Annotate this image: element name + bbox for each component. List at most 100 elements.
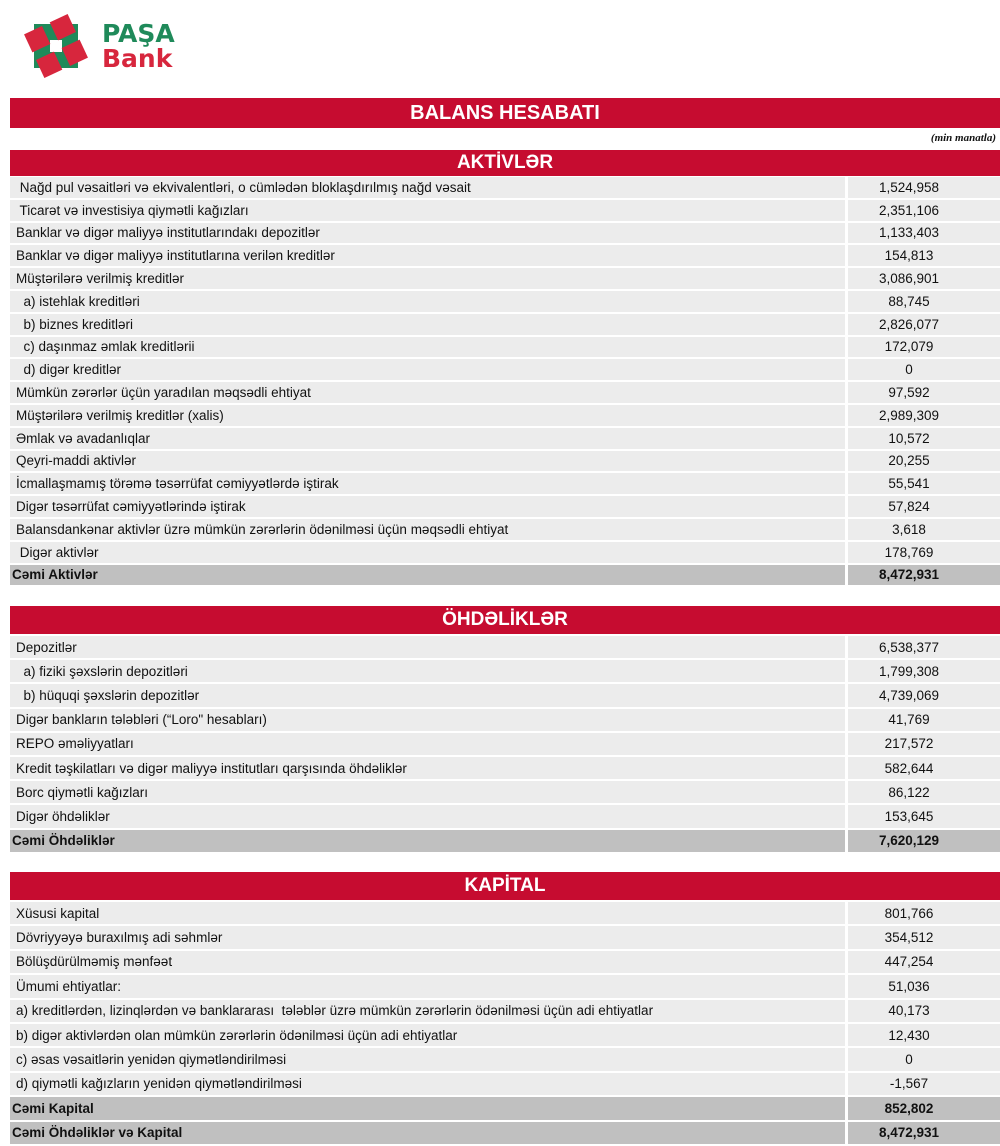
row-value: 2,826,077 <box>848 313 1000 335</box>
table-row: Depozitlər 6,538,377 <box>10 636 1000 661</box>
table-row: Əmlak və avadanlıqlar 10,572 <box>10 427 1000 451</box>
row-label-text: b) digər aktivlərdən olan mümkün zərərlə… <box>16 1027 458 1043</box>
table-row: d) qiymətli kağızların yenidən qiymətlən… <box>10 1072 1000 1098</box>
row-label: Balansdankənar aktivlər üzrə mümkün zərə… <box>10 518 845 540</box>
row-label-text: Qeyri-maddi aktivlər <box>16 453 137 469</box>
row-label-text: Digər təsərrüfat cəmiyyətlərində iştirak <box>16 499 246 515</box>
row-value: 447,254 <box>848 950 1000 974</box>
row-label-text: Mümkün zərərlər üçün yaradılan məqsədli … <box>16 385 311 401</box>
row-label: REPO əməliyyatları <box>10 732 845 755</box>
row-value: 97,592 <box>848 382 1000 403</box>
row-label: b) biznes kreditləri <box>10 313 845 335</box>
row-label: Ticarət və investisiya qiymətli kağızlar… <box>10 199 845 221</box>
row-label-text: Digər aktivlər <box>16 544 99 560</box>
table-row: Qeyri-maddi aktivlər 20,255 <box>10 450 1000 474</box>
table-row: c) əsas vəsaitlərin yenidən qiymətləndir… <box>10 1048 1000 1073</box>
pasha-bank-logo: PAŞA Bank <box>20 10 175 82</box>
row-label-text: Kredit təşkilatları və digər maliyyə ins… <box>16 760 407 776</box>
row-value: 4,739,069 <box>848 684 1000 707</box>
row-label-text: a) kreditlərdən, lizinqlərdən və banklar… <box>16 1003 654 1019</box>
row-label: Banklar və digər maliyyə institutlarında… <box>10 222 845 244</box>
row-value: 10,572 <box>848 427 1000 449</box>
table-row: d) digər kreditlər 0 <box>10 359 1000 383</box>
row-label: a) fiziki şəxslərin depozitləri <box>10 660 845 683</box>
row-label-text: Müştərilərə verilmiş kreditlər (xalis) <box>16 407 224 423</box>
row-label: Dövriyyəyə buraxılmış adi səhmlər <box>10 926 845 949</box>
row-label-text: b) hüquqi şəxslərin depozitlər <box>16 687 200 703</box>
row-label: Cəmi Aktivlər <box>10 564 845 586</box>
row-value: 582,644 <box>848 756 1000 780</box>
row-label-text: Müştərilərə verilmiş kreditlər <box>16 271 185 287</box>
table-row: b) biznes kreditləri 2,826,077 <box>10 313 1000 337</box>
table-row: b) hüquqi şəxslərin depozitlər 4,739,069 <box>10 684 1000 709</box>
row-label-text: Cəmi Kapital <box>12 1100 94 1116</box>
row-value: 7,620,129 <box>848 829 1000 852</box>
row-value: 12,430 <box>848 1023 1000 1047</box>
row-label: b) digər aktivlərdən olan mümkün zərərlə… <box>10 1023 845 1047</box>
row-value: 1,133,403 <box>848 222 1000 244</box>
row-label-text: Banklar və digər maliyyə institutlarına … <box>16 248 335 264</box>
row-label: Digər təsərrüfat cəmiyyətlərində iştirak <box>10 496 845 517</box>
section-table: Nağd pul vəsaitləri və ekvivalentləri, o… <box>10 177 1000 588</box>
row-label: Nağd pul vəsaitləri və ekvivalentləri, o… <box>10 177 845 198</box>
table-row: Borc qiymətli kağızları 86,122 <box>10 781 1000 806</box>
row-label: Cəmi Kapital <box>10 1097 845 1120</box>
total-row: Cəmi Öhdəliklər 7,620,129 <box>10 829 1000 854</box>
table-row: Ticarət və investisiya qiymətli kağızlar… <box>10 199 1000 223</box>
row-value: 153,645 <box>848 805 1000 828</box>
logo-text-pasa: PAŞA <box>102 19 175 48</box>
table-row: Digər bankların tələbləri (“Loro" hesabl… <box>10 708 1000 733</box>
row-label: Digər aktivlər <box>10 541 845 563</box>
table-row: Mümkün zərərlər üçün yaradılan məqsədli … <box>10 382 1000 405</box>
table-row: REPO əməliyyatları 217,572 <box>10 732 1000 757</box>
section-table: Depozitlər 6,538,377 a) fiziki şəxslərin … <box>10 636 1000 854</box>
row-label-text: a) fiziki şəxslərin depozitləri <box>16 663 188 679</box>
row-value: 852,802 <box>848 1097 1000 1120</box>
row-value: 51,036 <box>848 975 1000 998</box>
row-label-text: d) digər kreditlər <box>16 362 122 378</box>
row-label: İcmallaşmamış törəmə təsərrüfat cəmiyyət… <box>10 473 845 495</box>
row-label: Ümumi ehtiyatlar: <box>10 975 845 998</box>
row-value: 55,541 <box>848 473 1000 495</box>
table-row: Banklar və digər maliyyə institutlarına … <box>10 245 1000 269</box>
total-row: Cəmi Aktivlər 8,472,931 <box>10 564 1000 588</box>
table-row: Digər aktivlər 178,769 <box>10 541 1000 565</box>
section-header: KAPİTAL <box>10 872 1000 900</box>
row-label-text: Cəmi Öhdəliklər və Kapital <box>12 1125 183 1141</box>
table-row: a) fiziki şəxslərin depozitləri 1,799,308 <box>10 660 1000 685</box>
logo-text-bank: Bank <box>102 44 173 73</box>
row-label-text: c) əsas vəsaitlərin yenidən qiymətləndir… <box>16 1052 287 1068</box>
table-row: Müştərilərə verilmiş kreditlər (xalis) 2,… <box>10 404 1000 428</box>
row-label: Cəmi Öhdəliklər <box>10 829 845 852</box>
row-label-text: Ticarət və investisiya qiymətli kağızlar… <box>16 202 249 218</box>
table-row: Banklar və digər maliyyə institutlarında… <box>10 222 1000 246</box>
row-value: 178,769 <box>848 541 1000 563</box>
row-label: Müştərilərə verilmiş kreditlər (xalis) <box>10 404 845 426</box>
row-label-text: Bölüşdürülməmiş mənfəət <box>16 954 173 970</box>
row-label-text: d) qiymətli kağızların yenidən qiymətlən… <box>16 1076 302 1092</box>
row-label-text: Nağd pul vəsaitləri və ekvivalentləri, o… <box>16 179 471 195</box>
row-label-text: Xüsusi kapital <box>16 905 100 921</box>
row-label-text: a) istehlak kreditləri <box>16 293 140 309</box>
row-label: Qeyri-maddi aktivlər <box>10 450 845 472</box>
row-value: 1,524,958 <box>848 177 1000 198</box>
row-label: Kredit təşkilatları və digər maliyyə ins… <box>10 756 845 780</box>
row-value: 86,122 <box>848 781 1000 804</box>
row-label: Müştərilərə verilmiş kreditlər <box>10 268 845 289</box>
row-label: a) kreditlərdən, lizinqlərdən və banklar… <box>10 999 845 1022</box>
row-label: d) qiymətli kağızların yenidən qiymətlən… <box>10 1072 845 1096</box>
row-value: 0 <box>848 1048 1000 1071</box>
row-label: d) digər kreditlər <box>10 359 845 381</box>
row-label-text: REPO əməliyyatları <box>16 736 134 752</box>
row-label: Depozitlər <box>10 636 845 659</box>
table-row: a) istehlak kreditləri 88,745 <box>10 290 1000 314</box>
row-label: Digər bankların tələbləri (“Loro" hesabl… <box>10 708 845 731</box>
row-label-text: Digər bankların tələbləri (“Loro" hesabl… <box>16 712 267 728</box>
table-row: Nağd pul vəsaitləri və ekvivalentləri, o… <box>10 177 1000 200</box>
row-value: 57,824 <box>848 496 1000 517</box>
row-label-text: Borc qiymətli kağızları <box>16 784 149 800</box>
row-label: Banklar və digər maliyyə institutlarına … <box>10 245 845 267</box>
table-row: Kredit təşkilatları və digər maliyyə ins… <box>10 756 1000 782</box>
row-label: Borc qiymətli kağızları <box>10 781 845 804</box>
row-value: -1,567 <box>848 1072 1000 1096</box>
